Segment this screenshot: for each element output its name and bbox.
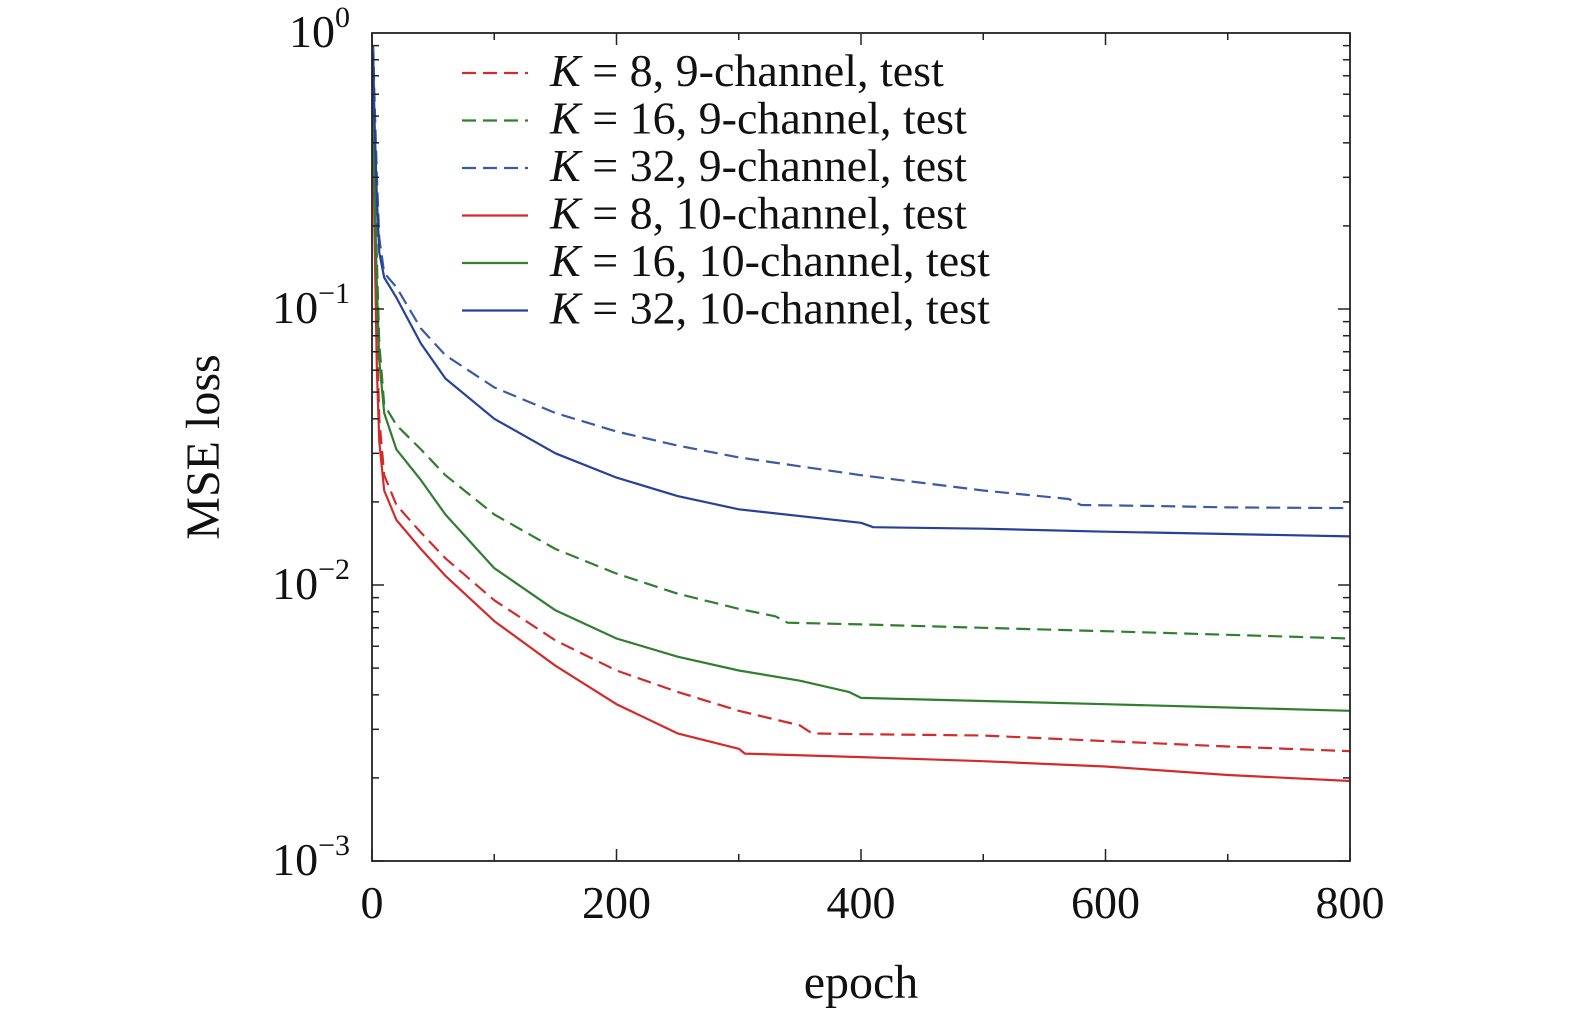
y-tick-label: 10−2 (272, 553, 350, 609)
y-tick-label: 10−1 (272, 277, 350, 333)
series-line (372, 45, 1351, 510)
y-tick-label: 100 (289, 1, 350, 57)
y-tick-label: 10−3 (272, 829, 350, 885)
legend-label: K = 8, 9-channel, test (549, 45, 944, 96)
x-tick-label: 800 (1316, 877, 1385, 928)
x-tick-label: 400 (827, 877, 896, 928)
x-axis-label: epoch (804, 956, 919, 1009)
series-line (372, 94, 1351, 753)
legend-label: K = 8, 10-channel, test (549, 188, 967, 239)
ticks-layer: 0 200 400 600 800 100 10−1 10−2 10−3 (272, 1, 1384, 928)
x-tick-label: 0 (361, 877, 384, 928)
x-tick-label: 600 (1071, 877, 1140, 928)
series-line (372, 94, 1351, 712)
y-axis-label: MSE loss (177, 354, 230, 539)
x-tick-label: 200 (582, 877, 651, 928)
series-layer (372, 45, 1351, 783)
legend-label: K = 16, 10-channel, test (549, 235, 990, 286)
series-line (372, 116, 1351, 783)
series-line (372, 52, 1351, 538)
legend-label: K = 32, 10-channel, test (549, 283, 990, 334)
legend-label: K = 32, 9-channel, test (549, 140, 967, 191)
legend-label: K = 16, 9-channel, test (549, 93, 967, 144)
